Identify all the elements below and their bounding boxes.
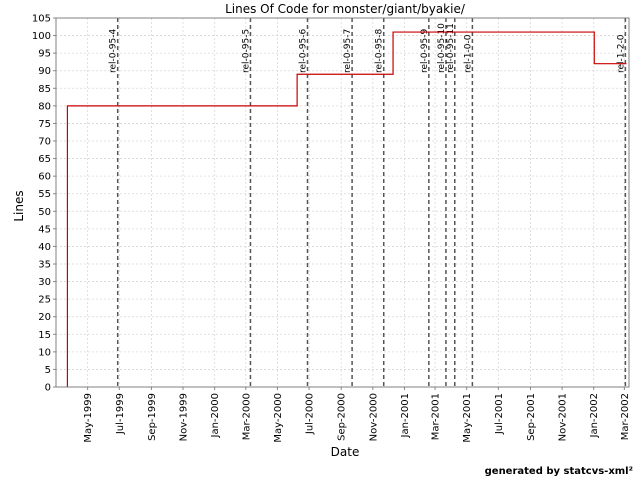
x-axis-label: Date: [331, 445, 360, 459]
x-tick-label: Jan-2000: [210, 393, 221, 438]
x-tick-label: Nov-2001: [558, 393, 569, 441]
y-tick-label: 0: [45, 383, 51, 394]
x-tick-label: Jul-2001: [494, 393, 505, 435]
y-tick-label: 55: [38, 189, 51, 200]
plot-area: 0 5 10 15 20 25 30 35 40 45 50 55 60 65 70 75 80 85 90 95 10…: [32, 14, 631, 443]
y-tick-label: 10: [38, 347, 51, 358]
y-tick-label: 80: [38, 101, 51, 112]
x-tick-label: Sep-2001: [526, 393, 537, 441]
loc-series-line: [66, 31, 627, 387]
generator-credit: generated by statcvs-xml²: [485, 466, 633, 477]
y-tick-label: 50: [38, 207, 51, 218]
y-tick-label: 60: [38, 172, 51, 183]
y-tick-label: 90: [38, 66, 51, 77]
x-tick-label: Mar-2000: [241, 393, 252, 440]
y-tick-label: 70: [38, 137, 51, 148]
x-tick-label: Mar-2001: [431, 393, 442, 440]
release-marker-label: rel-1-0-0: [463, 34, 473, 73]
x-tick-label: Sep-2000: [337, 393, 348, 441]
y-tick-label: 100: [32, 31, 51, 42]
x-tick-label: Jan-2001: [400, 393, 411, 438]
y-tick-label: 40: [38, 242, 51, 253]
y-tick-label: 20: [38, 312, 51, 323]
x-tick-label: May-2001: [462, 393, 473, 443]
x-tick-label: May-2000: [273, 393, 284, 443]
x-tick-label: Sep-1999: [147, 393, 158, 441]
release-marker-label: rel-0-95-10: [437, 23, 447, 73]
x-tick-label: May-1999: [83, 393, 94, 443]
x-tick-label: Jan-2002: [589, 393, 600, 438]
release-marker-label: rel-0-95-9: [420, 29, 430, 73]
release-marker-label: rel-0-95-11: [446, 23, 456, 73]
x-tick-label: Nov-2000: [368, 393, 379, 441]
y-tick-label: 95: [38, 49, 51, 60]
y-tick-label: 5: [45, 365, 51, 376]
y-tick-label: 105: [32, 14, 51, 25]
y-tick-label: 85: [38, 84, 51, 95]
y-tick-label: 25: [38, 295, 51, 306]
y-tick-label: 65: [38, 154, 51, 165]
release-marker-label: rel-0-95-6: [298, 29, 308, 73]
x-tick-label: Mar-2002: [620, 393, 631, 440]
release-marker-label: rel-1-2-0: [616, 34, 626, 73]
release-marker-label: rel-0-95-4: [109, 29, 119, 73]
y-tick-label: 35: [38, 260, 51, 271]
release-marker-label: rel-0-95-7: [343, 29, 353, 73]
release-marker-label: rel-0-95-8: [375, 29, 385, 73]
plot-frame: [55, 17, 630, 388]
y-tick-label: 45: [38, 224, 51, 235]
chart-title: Lines Of Code for monster/giant/byakie/: [225, 2, 466, 16]
x-tick-label: Jul-2000: [305, 393, 316, 435]
x-tick-label: Nov-1999: [179, 393, 190, 441]
x-tick-label: Jul-1999: [115, 393, 126, 435]
y-tick-label: 75: [38, 119, 51, 130]
release-marker-label: rel-0-95-5: [241, 29, 251, 73]
y-tick-label: 30: [38, 277, 51, 288]
y-axis-label: Lines: [12, 190, 26, 221]
y-tick-label: 15: [38, 330, 51, 341]
